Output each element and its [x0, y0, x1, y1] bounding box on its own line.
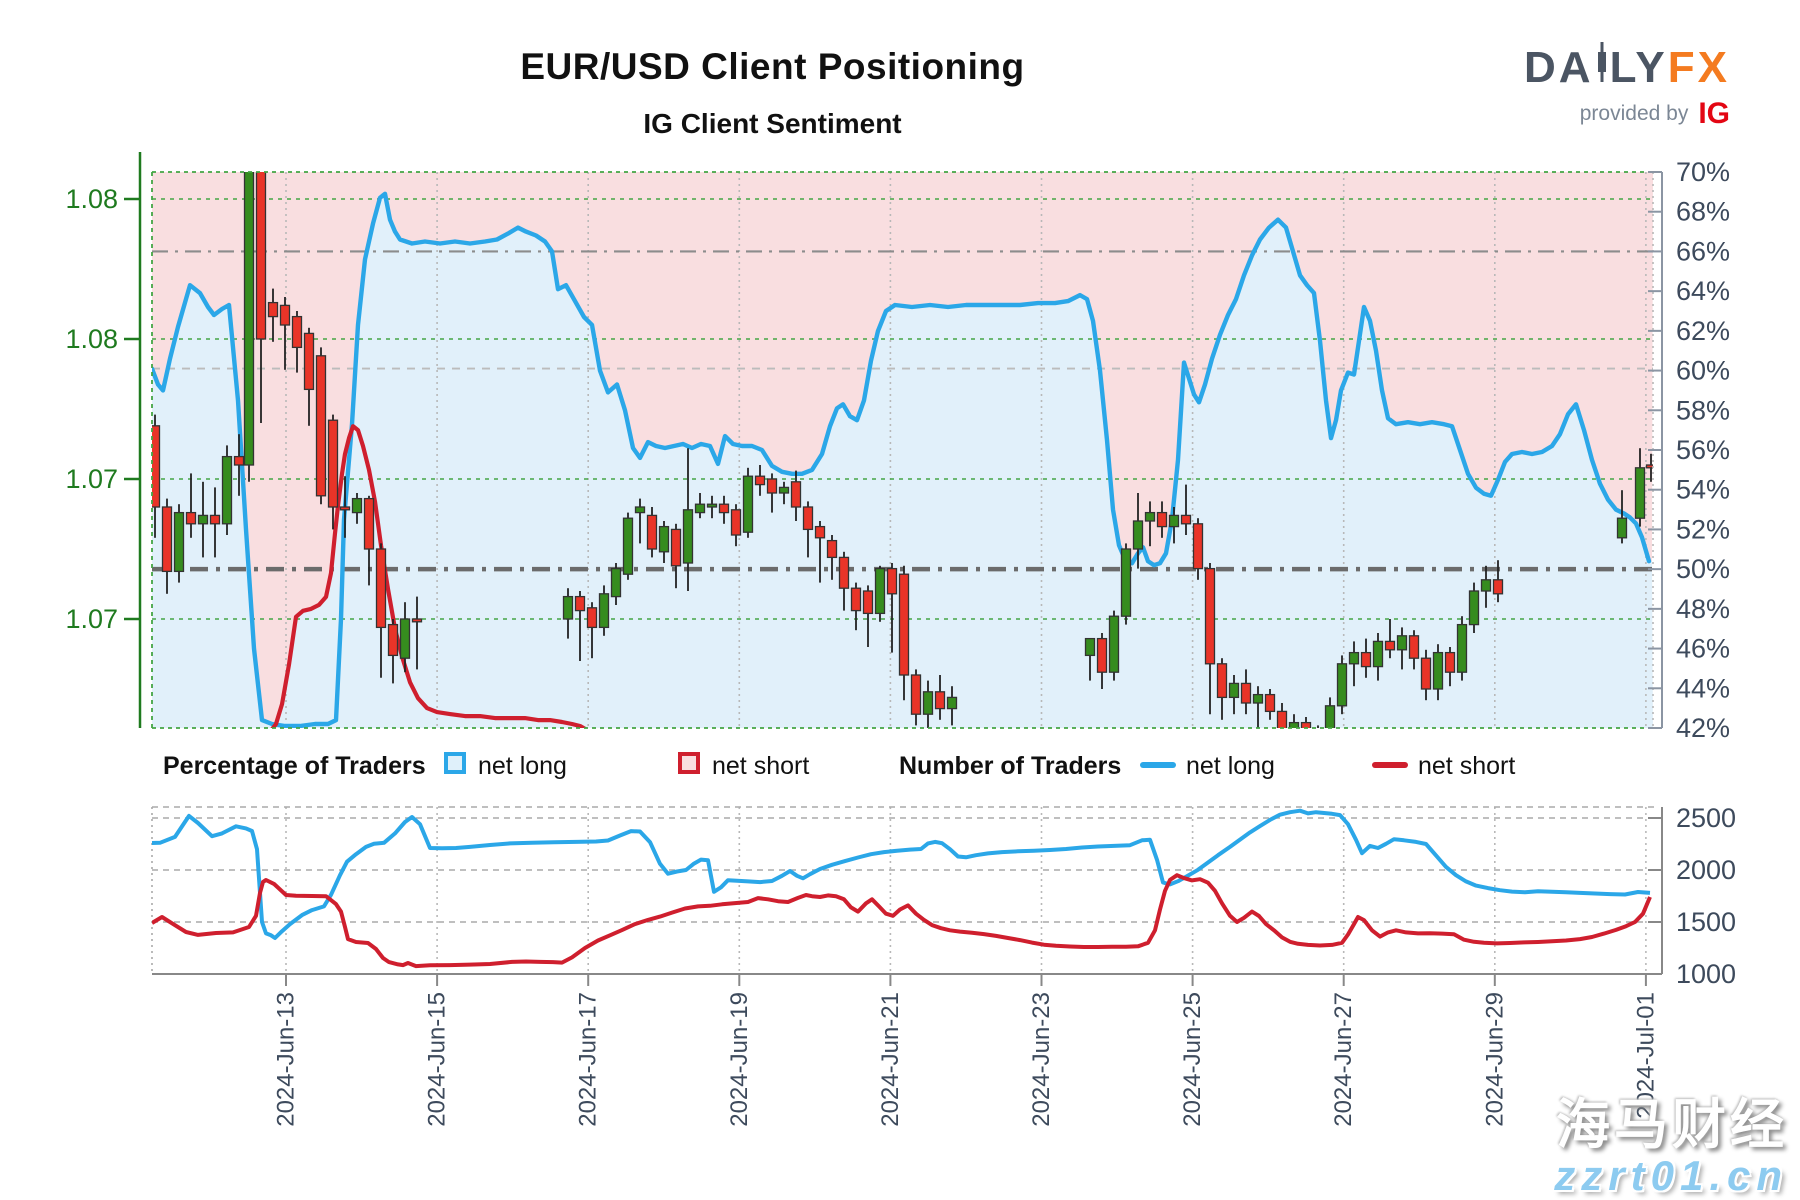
svg-text:44%: 44% [1676, 673, 1730, 703]
dailyfx-logo: DA LY FX provided by IG [1524, 42, 1730, 131]
legend-line-short-swatch [1372, 762, 1408, 768]
ig-logo: IG [1698, 97, 1730, 130]
svg-text:1.08: 1.08 [65, 184, 118, 214]
svg-text:64%: 64% [1676, 276, 1730, 306]
legend-net-short-label: net short [712, 752, 810, 780]
svg-text:2024-Jun-27: 2024-Jun-27 [1330, 992, 1357, 1127]
svg-text:1.07: 1.07 [65, 604, 118, 634]
svg-text:1500: 1500 [1676, 907, 1736, 937]
legend-line-long-swatch [1140, 762, 1176, 768]
svg-text:1.07: 1.07 [65, 464, 118, 494]
svg-text:46%: 46% [1676, 634, 1730, 664]
legend-net-short-swatch [678, 752, 700, 774]
svg-text:50%: 50% [1676, 554, 1730, 584]
watermark-url: zzrt01.cn [1554, 1151, 1788, 1199]
svg-text:58%: 58% [1676, 395, 1730, 425]
chart-subtitle: IG Client Sentiment [643, 108, 902, 139]
svg-text:2024-Jun-25: 2024-Jun-25 [1179, 992, 1206, 1127]
watermark-site-name: 海马财经 [1556, 1095, 1788, 1156]
legend-line-short-label: net short [1418, 752, 1516, 780]
svg-text:2024-Jul-01: 2024-Jul-01 [1632, 992, 1659, 1119]
svg-text:56%: 56% [1676, 435, 1730, 465]
svg-text:54%: 54% [1676, 475, 1730, 505]
logo-text-da: DA [1524, 42, 1594, 92]
svg-text:70%: 70% [1676, 157, 1730, 187]
svg-text:2500: 2500 [1676, 803, 1736, 833]
candlestick-icon [1596, 42, 1608, 93]
svg-text:66%: 66% [1676, 236, 1730, 266]
dailyfx-wordmark: DA LY FX [1524, 42, 1730, 93]
legend-net-long-label: net long [478, 752, 567, 780]
svg-text:52%: 52% [1676, 514, 1730, 544]
legend-net-long-swatch [444, 752, 466, 774]
watermark: 海马财经 zzrt01.cn [1554, 1097, 1788, 1198]
svg-text:42%: 42% [1676, 713, 1730, 743]
svg-text:2024-Jun-13: 2024-Jun-13 [273, 992, 300, 1127]
svg-text:1000: 1000 [1676, 959, 1736, 989]
svg-text:1.08: 1.08 [65, 324, 118, 354]
legend-line-long-label: net long [1186, 752, 1275, 780]
svg-text:2024-Jun-15: 2024-Jun-15 [424, 992, 451, 1127]
logo-text-fx: FX [1667, 42, 1730, 92]
svg-text:2000: 2000 [1676, 855, 1736, 885]
svg-text:2024-Jun-29: 2024-Jun-29 [1481, 992, 1508, 1127]
provided-by-label: provided by [1579, 102, 1689, 125]
svg-text:2024-Jun-17: 2024-Jun-17 [575, 992, 602, 1127]
page-title: EUR/USD Client Positioning [520, 46, 1025, 87]
svg-text:48%: 48% [1676, 594, 1730, 624]
svg-text:2024-Jun-19: 2024-Jun-19 [726, 992, 753, 1127]
svg-text:2024-Jun-21: 2024-Jun-21 [877, 992, 904, 1127]
logo-text-ly: LY [1609, 42, 1668, 92]
svg-text:62%: 62% [1676, 316, 1730, 346]
svg-text:2024-Jun-23: 2024-Jun-23 [1028, 992, 1055, 1127]
svg-text:68%: 68% [1676, 197, 1730, 227]
svg-text:60%: 60% [1676, 356, 1730, 386]
legend-num-title: Number of Traders [899, 752, 1122, 780]
legend-pct-title: Percentage of Traders [163, 752, 426, 780]
